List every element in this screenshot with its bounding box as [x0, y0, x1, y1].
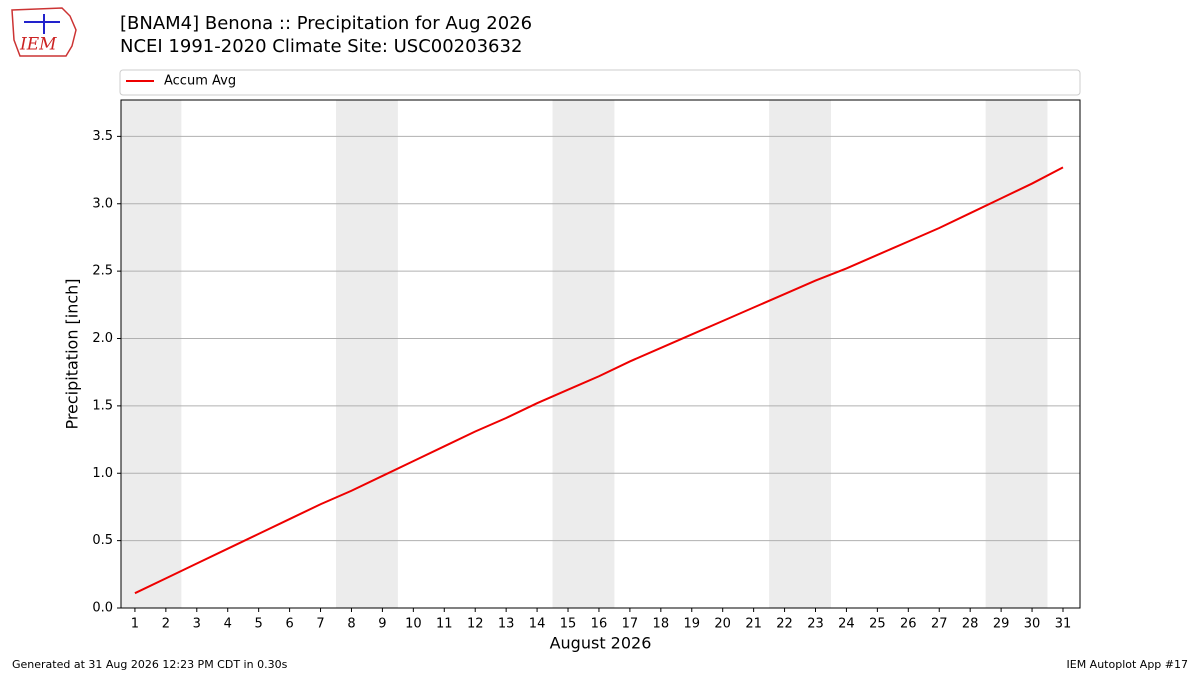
- x-tick-label: 31: [1055, 617, 1072, 632]
- weekend-shade: [121, 100, 182, 608]
- footer-right: IEM Autoplot App #17: [1067, 658, 1189, 671]
- y-tick-label: 3.5: [92, 129, 113, 144]
- y-tick-label: 0.0: [92, 601, 113, 616]
- x-tick-label: 26: [900, 617, 917, 632]
- x-tick-label: 21: [745, 617, 762, 632]
- x-tick-label: 8: [347, 617, 355, 632]
- x-tick-label: 9: [378, 617, 386, 632]
- y-tick-label: 1.5: [92, 398, 113, 413]
- x-tick-label: 2: [162, 617, 170, 632]
- y-tick-label: 1.0: [92, 466, 113, 481]
- y-tick-label: 3.0: [92, 196, 113, 211]
- x-tick-label: 4: [224, 617, 232, 632]
- logo: IEM: [11, 7, 77, 57]
- x-axis-label: August 2026: [550, 634, 652, 653]
- x-tick-label: 7: [316, 617, 324, 632]
- x-tick-label: 18: [653, 617, 670, 632]
- x-tick-label: 17: [622, 617, 639, 632]
- logo-outline: [11, 7, 77, 57]
- weekend-shade: [552, 100, 615, 608]
- chart-title: [BNAM4] Benona :: Precipitation for Aug …: [120, 13, 532, 34]
- x-tick-label: 16: [591, 617, 608, 632]
- logo-text: IEM: [19, 35, 57, 55]
- x-tick-label: 29: [993, 617, 1010, 632]
- x-tick-label: 27: [931, 617, 948, 632]
- x-tick-label: 14: [529, 617, 546, 632]
- y-tick-label: 0.5: [92, 533, 113, 548]
- x-tick-label: 15: [560, 617, 577, 632]
- x-tick-label: 30: [1024, 617, 1041, 632]
- x-tick-label: 13: [498, 617, 515, 632]
- weekend-shade: [985, 100, 1048, 608]
- x-tick-label: 20: [714, 617, 731, 632]
- weekend-shade: [336, 100, 398, 608]
- legend-box: [119, 69, 1081, 96]
- x-tick-label: 10: [405, 617, 422, 632]
- x-tick-label: 12: [467, 617, 484, 632]
- series-line: [134, 166, 1064, 595]
- x-tick-label: 25: [869, 617, 886, 632]
- chart-subtitle: NCEI 1991-2020 Climate Site: USC00203632: [120, 36, 522, 57]
- x-tick-label: 5: [255, 617, 263, 632]
- y-tick-label: 2.0: [92, 331, 113, 346]
- x-tick-label: 24: [838, 617, 855, 632]
- x-tick-label: 19: [683, 617, 700, 632]
- x-tick-label: 3: [193, 617, 201, 632]
- x-tick-label: 6: [285, 617, 293, 632]
- x-tick-label: 22: [776, 617, 793, 632]
- y-tick-label: 2.5: [92, 264, 113, 279]
- footer-left: Generated at 31 Aug 2026 12:23 PM CDT in…: [12, 658, 288, 671]
- x-tick-label: 1: [131, 617, 139, 632]
- legend-label: Accum Avg: [164, 74, 236, 89]
- x-tick-label: 23: [807, 617, 824, 632]
- y-axis-label: Precipitation [inch]: [63, 278, 82, 429]
- plot-frame: [120, 99, 1081, 609]
- weekend-shade: [769, 100, 831, 608]
- x-tick-label: 28: [962, 617, 979, 632]
- x-tick-label: 11: [436, 617, 453, 632]
